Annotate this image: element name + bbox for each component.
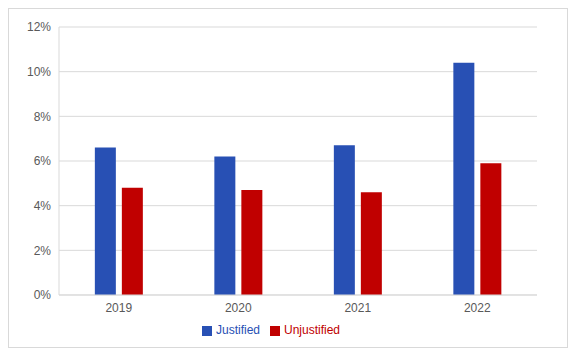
svg-text:2019: 2019: [105, 301, 132, 315]
svg-text:4%: 4%: [34, 199, 52, 213]
svg-text:6%: 6%: [34, 154, 52, 168]
html-text:Unjustified: Unjustified: [284, 323, 340, 337]
svg-text:2022: 2022: [464, 301, 491, 315]
svg-text:10%: 10%: [27, 65, 51, 79]
svg-text:8%: 8%: [34, 110, 52, 124]
html-text:Justified: Justified: [216, 323, 260, 337]
svg-text:12%: 12%: [27, 20, 51, 34]
svg-text:2021: 2021: [344, 301, 371, 315]
svg-text:2020: 2020: [225, 301, 252, 315]
svg-text:2%: 2%: [34, 244, 52, 258]
svg-text:0%: 0%: [34, 288, 52, 302]
